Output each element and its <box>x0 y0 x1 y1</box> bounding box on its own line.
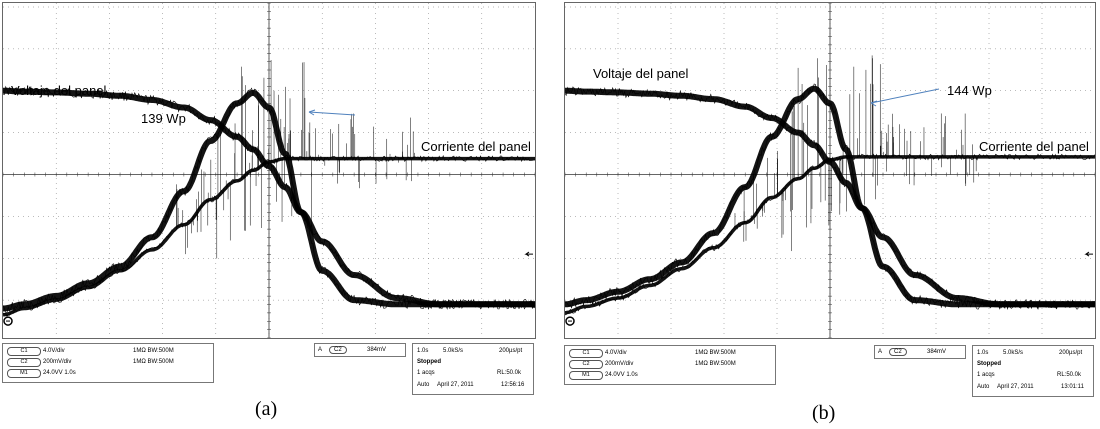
capture-time: 13:01:11 <box>1061 384 1084 390</box>
math-m1-scale: 24.0VV 1.0s <box>605 372 638 378</box>
current-trace-label: Corriente del panel <box>979 139 1089 154</box>
trigger-channel-tag[interactable]: C2 <box>329 346 347 354</box>
channel-c1-tag[interactable]: C1 <box>569 349 603 358</box>
power-pointer-line <box>870 88 940 104</box>
power-trace-noise <box>3 87 535 313</box>
channel-c2-impedance: 1MΩ BW:500M <box>695 361 736 367</box>
channel-c2-tag[interactable]: C2 <box>569 360 603 369</box>
current-trace-label: Corriente del panel <box>421 139 531 154</box>
channel-c2-tag[interactable]: C2 <box>7 358 41 367</box>
record-length: RL:50.0k <box>1057 372 1082 378</box>
points-per-sample: 200µs/pt <box>499 348 523 354</box>
trigger-flag: A <box>318 347 323 353</box>
trigger-level: 384mV <box>927 349 947 355</box>
status-bar-b: C1 4.0V/div 1MΩ BW:500M C2 200mV/div 1MΩ… <box>564 339 1094 397</box>
channel-settings-box: C1 4.0V/div 1MΩ BW:500M C2 200mV/div 1MΩ… <box>2 343 214 383</box>
trigger-arrow-icon <box>1084 251 1093 257</box>
waveform-plot-b <box>565 3 1095 338</box>
channel-c2-scale: 200mV/div <box>43 359 72 365</box>
power-peak-label: 139 Wp <box>141 111 186 126</box>
figure-caption-a: (a) <box>255 398 278 420</box>
math-m1-scale: 24.0VV 1.0s <box>43 370 76 376</box>
capture-date: April 27, 2011 <box>437 382 474 388</box>
points-per-sample: 200µs/pt <box>1059 350 1083 356</box>
power-pointer-arrow-icon <box>870 100 878 107</box>
run-state: Stopped <box>417 359 441 365</box>
trigger-box: A C2 384mV <box>874 345 966 359</box>
voltage-trace-label: Voltaje del panel <box>593 66 689 81</box>
noise-spikes <box>734 55 977 252</box>
timebase: 1.0s <box>417 348 429 354</box>
acquisition-count: 1 acqs <box>977 372 995 378</box>
scope-panel-b: Voltaje del panel 144 Wp Corriente del p… <box>562 0 1100 429</box>
voltage-trace-label: Voltaje del panel <box>11 83 107 98</box>
scope-screen-b: Voltaje del panel 144 Wp Corriente del p… <box>564 2 1096 339</box>
trigger-channel-tag[interactable]: C2 <box>889 348 907 356</box>
trigger-mode: Auto <box>417 382 430 388</box>
channel-c1-impedance: 1MΩ BW:500M <box>133 348 174 354</box>
trigger-arrow-icon <box>524 251 533 257</box>
channel-c1-tag[interactable]: C1 <box>7 347 41 356</box>
channel-c1-scale: 4.0V/div <box>43 348 65 354</box>
channel-settings-box: C1 4.0V/div 1MΩ BW:500M C2 200mV/div 1MΩ… <box>564 345 776 385</box>
status-bar-a: C1 4.0V/div 1MΩ BW:500M C2 200mV/div 1MΩ… <box>2 339 534 395</box>
trigger-mode: Auto <box>977 384 990 390</box>
trigger-level: 384mV <box>367 347 387 353</box>
sample-rate: 5.0kS/s <box>1003 350 1024 356</box>
scope-panel-a: Voltaje del panel 139 Wp Corriente del p… <box>0 0 540 429</box>
power-peak-label: 144 Wp <box>947 83 992 98</box>
sample-rate: 5.0kS/s <box>443 348 464 354</box>
figure-caption-b: (b) <box>812 402 836 424</box>
current-trace <box>565 155 1095 315</box>
waveform-plot-a <box>3 3 535 338</box>
math-m1-tag[interactable]: M1 <box>569 371 603 380</box>
trigger-box: A C2 384mV <box>314 343 406 357</box>
power-pointer-line <box>308 111 356 116</box>
channel-c2-scale: 200mV/div <box>605 361 634 367</box>
record-length: RL:50.0k <box>497 370 522 376</box>
trigger-flag: A <box>878 349 883 355</box>
acquisition-box: 1.0s 5.0kS/s 200µs/pt Stopped 1 acqs RL:… <box>972 345 1094 397</box>
channel-c2-impedance: 1MΩ BW:500M <box>133 359 174 365</box>
math-m1-tag[interactable]: M1 <box>7 369 41 378</box>
acquisition-box: 1.0s 5.0kS/s 200µs/pt Stopped 1 acqs RL:… <box>412 343 534 395</box>
run-state: Stopped <box>977 361 1001 367</box>
acquisition-count: 1 acqs <box>417 370 435 376</box>
power-pointer-arrow-icon <box>308 109 316 116</box>
capture-date: April 27, 2011 <box>997 384 1034 390</box>
current-trace-noise <box>565 153 1095 316</box>
scope-screen-a: Voltaje del panel 139 Wp Corriente del p… <box>2 2 536 339</box>
current-trace <box>3 156 535 317</box>
capture-time: 12:56:16 <box>501 382 525 388</box>
channel-c1-scale: 4.0V/div <box>605 350 627 356</box>
timebase: 1.0s <box>977 350 989 356</box>
noise-spikes <box>176 60 415 259</box>
channel-c1-impedance: 1MΩ BW:500M <box>695 350 736 356</box>
power-trace-noise <box>565 83 1095 310</box>
current-trace-noise <box>3 154 535 317</box>
